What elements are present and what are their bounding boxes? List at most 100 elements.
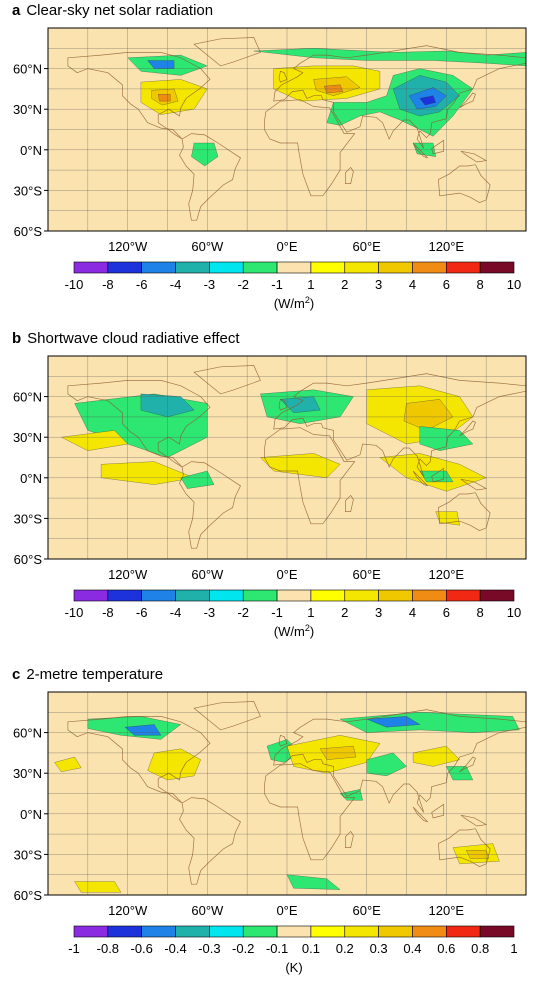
coastline-uk xyxy=(278,70,288,83)
colorbar-swatch xyxy=(378,261,413,274)
coastline-af xyxy=(264,99,356,197)
colorbar-swatch xyxy=(446,925,481,938)
anomaly-region xyxy=(180,470,215,489)
colorbar-tick-label: 0.3 xyxy=(370,941,388,956)
lat-tick-label: 0°N xyxy=(20,143,42,158)
colorbar-swatch xyxy=(107,589,142,602)
coastlines xyxy=(67,365,526,549)
colorbar-swatch xyxy=(479,925,515,938)
lat-tick-label: 60°S xyxy=(14,888,43,903)
colorbar-swatch xyxy=(276,261,312,274)
colorbar-tick-label: 1 xyxy=(307,605,314,620)
coastline-af xyxy=(264,427,356,525)
colorbar-tick-label: -1 xyxy=(68,941,80,956)
colorbar-tick-label: -4 xyxy=(170,605,182,620)
coastline-jp xyxy=(459,420,476,437)
lon-tick-label: 120°E xyxy=(429,567,465,582)
coastline-jp xyxy=(459,756,476,773)
colorbar-swatch xyxy=(175,261,210,274)
lon-tick-label: 60°E xyxy=(352,567,381,582)
gridlines xyxy=(48,692,526,895)
lon-tick-label: 120°E xyxy=(429,239,465,254)
colorbar-tick-label: -10 xyxy=(65,277,84,292)
lon-tick-label: 60°W xyxy=(191,903,224,918)
colorbar-tick-label: 0.8 xyxy=(471,941,489,956)
colorbar-swatch xyxy=(310,261,346,274)
coastline-sa xyxy=(179,461,241,549)
colorbar-unit-label: (K) xyxy=(285,960,302,975)
colorbar-swatch xyxy=(242,589,278,602)
colorbar-swatch xyxy=(412,925,447,938)
colorbar-tick-label: 0.1 xyxy=(302,941,320,956)
colorbar-swatch xyxy=(73,261,109,274)
colorbar-tick-label: 6 xyxy=(443,605,450,620)
coastline-uk xyxy=(278,734,288,747)
anomaly-region xyxy=(253,48,526,67)
anomaly-region xyxy=(74,881,122,893)
panel-b-title: b Shortwave cloud radiative effect xyxy=(12,330,240,347)
lon-tick-label: 120°E xyxy=(429,903,465,918)
colorbar-tick-label: -0.6 xyxy=(130,941,152,956)
coastline-id2 xyxy=(431,139,445,155)
colorbar-tick-label: -2 xyxy=(237,277,249,292)
anomaly-region xyxy=(259,453,341,479)
colorbar-unit-label: (W/m2) xyxy=(274,295,314,311)
colorbar-tick-label: -0.8 xyxy=(97,941,119,956)
lat-tick-label: 30°N xyxy=(13,430,42,445)
panel-a-letter: a xyxy=(12,2,21,19)
colorbar-swatch xyxy=(209,261,244,274)
coastline-au xyxy=(438,828,491,867)
lon-tick-label: 120°W xyxy=(108,903,148,918)
coastline-af xyxy=(264,763,356,861)
colorbar-tick-label: -2 xyxy=(237,605,249,620)
colorbar-tick-label: 10 xyxy=(507,605,521,620)
colorbar-swatch xyxy=(412,261,447,274)
coastlines xyxy=(67,701,526,885)
colorbar-tick-label: 2 xyxy=(341,605,348,620)
colorbar-swatch xyxy=(378,925,413,938)
colorbar-swatch xyxy=(479,261,515,274)
colorbar-tick-label: 10 xyxy=(507,277,521,292)
colorbar-tick-label: 6 xyxy=(443,277,450,292)
colorbar-tick-label: -6 xyxy=(136,277,148,292)
colorbar-swatch xyxy=(344,589,379,602)
coastline-gl xyxy=(193,37,261,67)
colorbar-tick-label: 4 xyxy=(409,277,416,292)
colorbar-tick-label: -6 xyxy=(136,605,148,620)
lat-tick-label: 0°N xyxy=(20,807,42,822)
colorbar-tick-label: -10 xyxy=(65,605,84,620)
colorbar-tick-label: -3 xyxy=(204,605,216,620)
colorbar-swatch xyxy=(209,589,244,602)
colorbar-swatch xyxy=(242,261,278,274)
lat-tick-label: 60°N xyxy=(13,62,42,77)
coastline-md xyxy=(345,494,354,512)
colorbar-tick-label: -8 xyxy=(102,277,114,292)
colorbar-tick-label: -4 xyxy=(170,277,182,292)
colorbar-tick-label: -0.4 xyxy=(164,941,186,956)
colorbar-tick-label: 3 xyxy=(375,277,382,292)
colorbar-tick-label: -0.1 xyxy=(266,941,288,956)
colorbar-tick-label: 8 xyxy=(477,605,484,620)
lon-tick-label: 120°W xyxy=(108,567,148,582)
coastline-ng xyxy=(460,478,488,491)
colorbar-swatch xyxy=(310,589,346,602)
lon-tick-label: 120°W xyxy=(108,239,148,254)
map-field xyxy=(54,712,520,893)
colorbar-swatch xyxy=(378,589,413,602)
panel-c-title-text: 2-metre temperature xyxy=(26,666,164,683)
coastline-id1 xyxy=(412,142,428,159)
colorbar-unit-label: (W/m2) xyxy=(274,623,314,639)
anomaly-region xyxy=(403,399,454,431)
colorbar-swatch xyxy=(344,261,379,274)
colorbar-tick-label: 0.2 xyxy=(336,941,354,956)
coastlines xyxy=(67,37,526,221)
colorbar-swatch xyxy=(141,589,176,602)
colorbar-swatch xyxy=(175,925,210,938)
lat-tick-label: 60°N xyxy=(13,390,42,405)
anomaly-region xyxy=(191,142,219,167)
colorbar-tick-label: 1 xyxy=(510,941,517,956)
colorbar-tick-label: 3 xyxy=(375,605,382,620)
colorbar-tick-label: 8 xyxy=(477,277,484,292)
anomaly-region xyxy=(419,95,437,106)
colorbar-swatch xyxy=(412,589,447,602)
